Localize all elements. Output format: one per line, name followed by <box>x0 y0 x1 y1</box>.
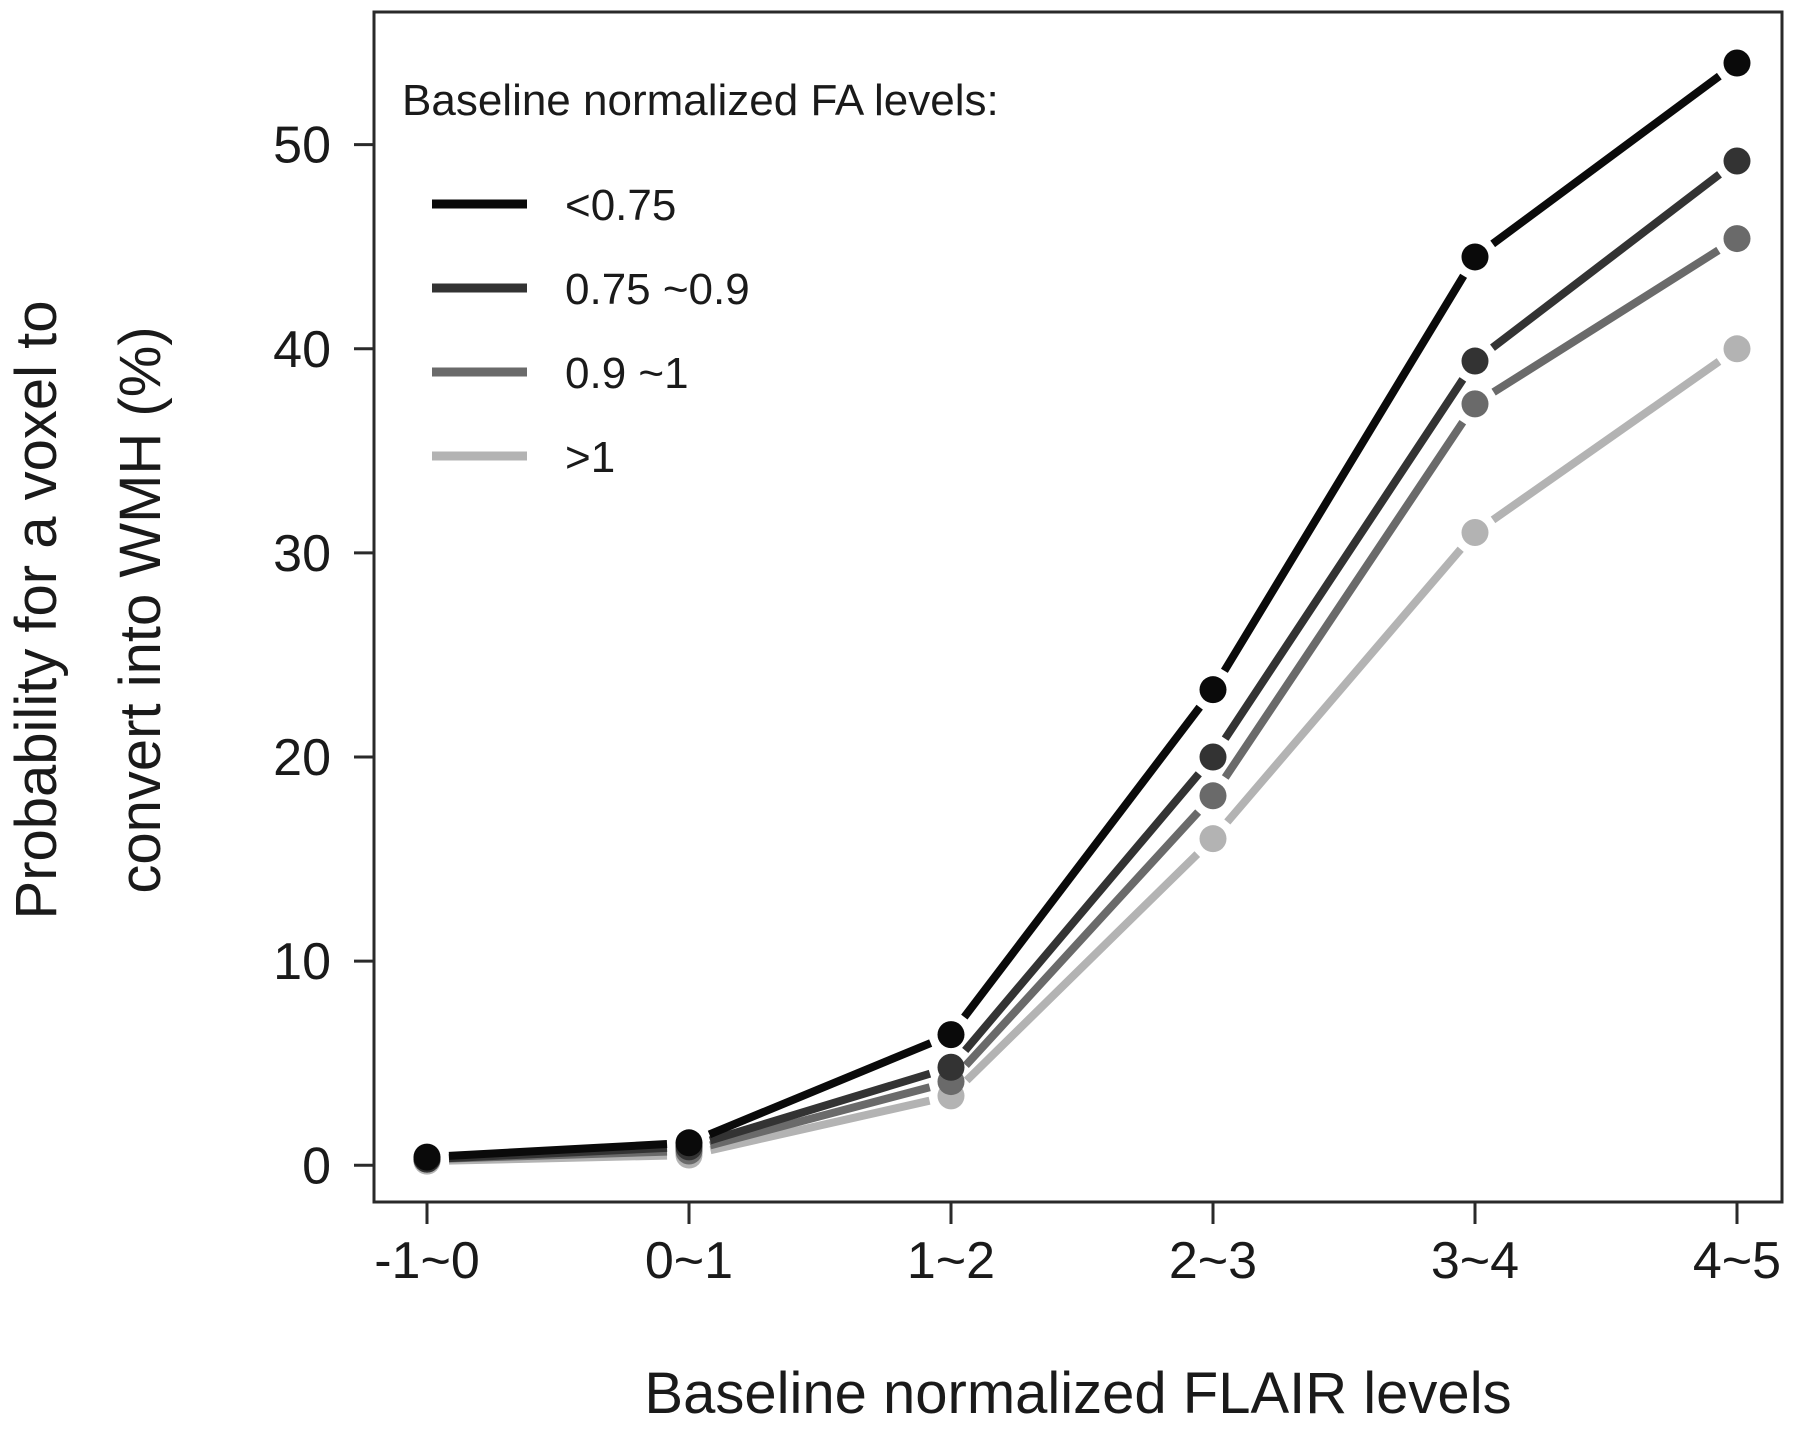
x-tick-label: 3~4 <box>1431 1232 1519 1290</box>
series-segment-0-9-1 <box>962 809 1202 1069</box>
y-tick-label: 20 <box>273 729 331 787</box>
y-tick-label: 0 <box>302 1137 331 1195</box>
legend-label-1: >1 <box>565 433 615 482</box>
legend: Baseline normalized FA levels: <0.75 0.75… <box>402 76 999 482</box>
data-point-0-75 <box>1199 676 1227 704</box>
x-tick-label: 0~1 <box>645 1232 733 1290</box>
series-segment-0-75-0-9 <box>708 1069 932 1145</box>
data-point-0-9-1 <box>1199 782 1227 810</box>
series-segment-1 <box>963 851 1201 1084</box>
data-point-0-9-1 <box>1723 225 1751 253</box>
x-axis: -1~0 0~1 1~2 2~3 3~4 4~5 <box>374 1202 1781 1290</box>
data-point-0-75-0-9 <box>1199 743 1227 771</box>
series-segment-0-9-1 <box>1491 246 1721 396</box>
data-point-0-75 <box>937 1021 965 1049</box>
data-point-0-75 <box>413 1143 441 1171</box>
y-tick-label: 50 <box>273 117 331 175</box>
y-tick-label: 30 <box>273 525 331 583</box>
legend-label-0-75-0-9: 0.75 ~0.9 <box>565 265 750 314</box>
data-point-1 <box>1723 335 1751 363</box>
plot-frame <box>372 10 1784 1204</box>
y-axis: 0 10 20 30 40 50 <box>273 117 374 1195</box>
x-axis-title: Baseline normalized FLAIR levels <box>644 1361 1511 1426</box>
data-point-0-9-1 <box>1461 390 1489 418</box>
y-tick-label: 40 <box>273 321 331 379</box>
series-segment-1 <box>1490 358 1722 524</box>
data-point-0-75 <box>1461 243 1489 271</box>
series-segment-0-75-0-9 <box>1490 171 1722 351</box>
data-point-0-75 <box>675 1129 703 1157</box>
data-point-1 <box>1199 825 1227 853</box>
x-tick-label: 1~2 <box>907 1232 995 1290</box>
series-segment-0-75-0-9 <box>962 771 1202 1054</box>
series-segment-0-75 <box>961 704 1203 1020</box>
x-tick-label: 4~5 <box>1693 1232 1781 1290</box>
series-segment-0-75 <box>1220 273 1468 673</box>
data-point-0-75-0-9 <box>1723 147 1751 175</box>
data-point-1 <box>1461 518 1489 546</box>
series-segment-0-75 <box>1490 72 1722 248</box>
series-segment-1 <box>1224 546 1464 825</box>
series-0-75 <box>413 49 1751 1171</box>
y-axis-title-line-2: convert into WMH (%) <box>108 326 173 893</box>
legend-label-0-9-1: 0.9 ~1 <box>565 349 689 398</box>
series-group <box>413 49 1751 1175</box>
data-point-0-75-0-9 <box>937 1053 965 1081</box>
x-tick-label: 2~3 <box>1169 1232 1257 1290</box>
legend-title: Baseline normalized FA levels: <box>402 76 999 125</box>
data-point-0-75 <box>1723 49 1751 77</box>
series-segment-0-9-1 <box>709 1083 931 1150</box>
series-segment-0-9-1 <box>1221 419 1467 780</box>
y-axis-title: Probability for a voxel to convert into … <box>4 301 173 920</box>
series-segment-1 <box>709 1096 931 1155</box>
y-tick-label: 10 <box>273 933 331 991</box>
x-tick-label: -1~0 <box>374 1232 480 1290</box>
series-segment-0-75 <box>707 1039 933 1139</box>
data-point-0-75-0-9 <box>1461 347 1489 375</box>
y-axis-title-line-1: Probability for a voxel to <box>4 301 69 920</box>
series-segment-0-75-0-9 <box>1221 377 1467 741</box>
series-segment-0-75 <box>448 1140 668 1160</box>
legend-label-0-75: <0.75 <box>565 181 676 230</box>
